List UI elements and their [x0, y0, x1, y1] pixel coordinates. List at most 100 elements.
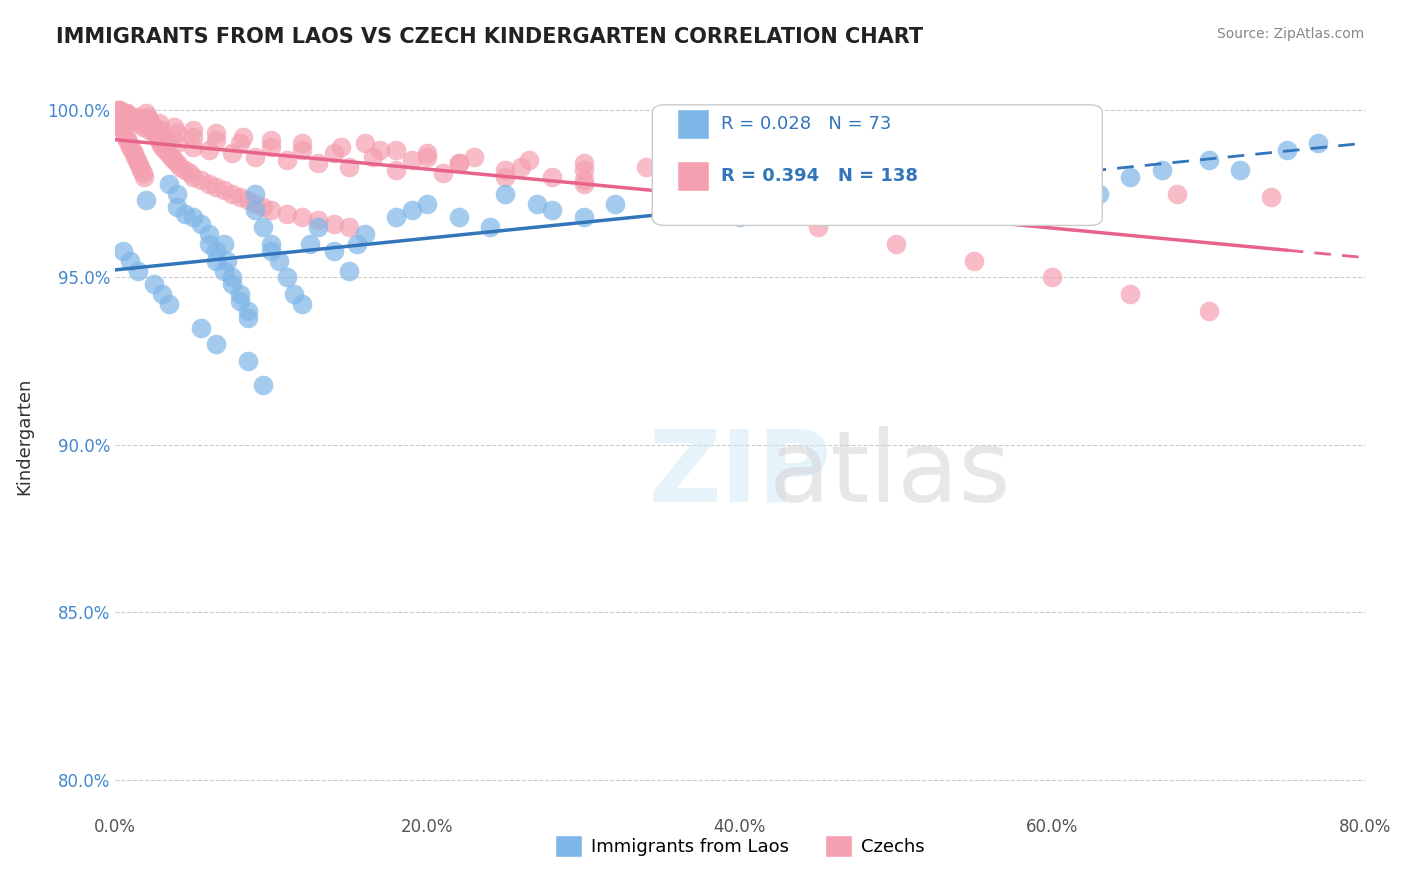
Point [1166, 186, 1188, 201]
Point [229, 287, 252, 301]
Point [166, 200, 188, 214]
Point [291, 210, 314, 224]
Point [205, 253, 228, 268]
Point [181, 169, 204, 184]
Point [112, 106, 135, 120]
Point [197, 177, 219, 191]
Point [447, 156, 470, 170]
Point [260, 133, 283, 147]
Point [572, 173, 595, 187]
Point [728, 169, 751, 184]
Point [142, 120, 165, 134]
Point [370, 143, 392, 157]
Point [526, 196, 548, 211]
Point [163, 153, 186, 167]
Point [197, 227, 219, 241]
Point [385, 143, 408, 157]
Point [221, 277, 243, 291]
Point [416, 150, 439, 164]
Point [135, 106, 157, 120]
Point [120, 139, 142, 153]
Point [572, 163, 595, 178]
FancyBboxPatch shape [652, 105, 1102, 226]
Point [131, 163, 153, 178]
Point [353, 136, 375, 151]
Point [728, 210, 751, 224]
Point [236, 354, 259, 368]
Point [283, 287, 305, 301]
Point [463, 150, 485, 164]
Point [205, 133, 228, 147]
Point [122, 146, 145, 161]
Point [651, 186, 673, 201]
Point [121, 110, 143, 124]
Point [416, 146, 439, 161]
Point [108, 103, 131, 117]
Point [963, 177, 986, 191]
Point [205, 244, 228, 258]
Point [118, 136, 141, 151]
Point [229, 136, 252, 151]
Point [229, 190, 252, 204]
Point [134, 169, 156, 184]
Point [236, 310, 259, 325]
Point [979, 180, 1001, 194]
Point [541, 169, 564, 184]
Point [166, 156, 188, 170]
Point [181, 210, 204, 224]
Point [572, 177, 595, 191]
Point [221, 270, 243, 285]
Point [136, 110, 159, 124]
Point [141, 120, 163, 134]
Point [159, 133, 181, 147]
Point [884, 236, 907, 251]
Point [385, 163, 408, 178]
Point [127, 112, 149, 127]
Point [291, 136, 314, 151]
Point [322, 217, 344, 231]
Point [276, 207, 298, 221]
Point [122, 112, 145, 127]
Point [205, 337, 228, 351]
Point [603, 196, 626, 211]
Point [361, 150, 384, 164]
Point [150, 287, 173, 301]
Point [416, 196, 439, 211]
Point [494, 169, 516, 184]
Point [276, 153, 298, 167]
Point [232, 129, 254, 144]
Point [1119, 169, 1142, 184]
Point [190, 217, 212, 231]
Point [704, 163, 727, 178]
Point [346, 236, 368, 251]
Point [1198, 303, 1220, 318]
Point [401, 203, 423, 218]
Point [245, 186, 267, 201]
Point [252, 220, 274, 235]
Point [135, 116, 157, 130]
Point [291, 143, 314, 157]
Point [963, 253, 986, 268]
Point [114, 106, 136, 120]
Point [132, 120, 155, 134]
Point [174, 207, 197, 221]
Point [260, 139, 283, 153]
Point [322, 244, 344, 258]
Point [142, 277, 165, 291]
Point [245, 203, 267, 218]
Point [260, 236, 283, 251]
Point [1229, 163, 1251, 178]
Point [447, 210, 470, 224]
Point [118, 110, 141, 124]
Point [267, 253, 290, 268]
Point [291, 297, 314, 311]
Point [148, 116, 170, 130]
Point [212, 236, 235, 251]
Point [1088, 186, 1111, 201]
Point [150, 129, 173, 144]
Point [245, 150, 267, 164]
Point [181, 129, 204, 144]
Point [146, 129, 169, 144]
Point [807, 173, 830, 187]
Point [197, 236, 219, 251]
